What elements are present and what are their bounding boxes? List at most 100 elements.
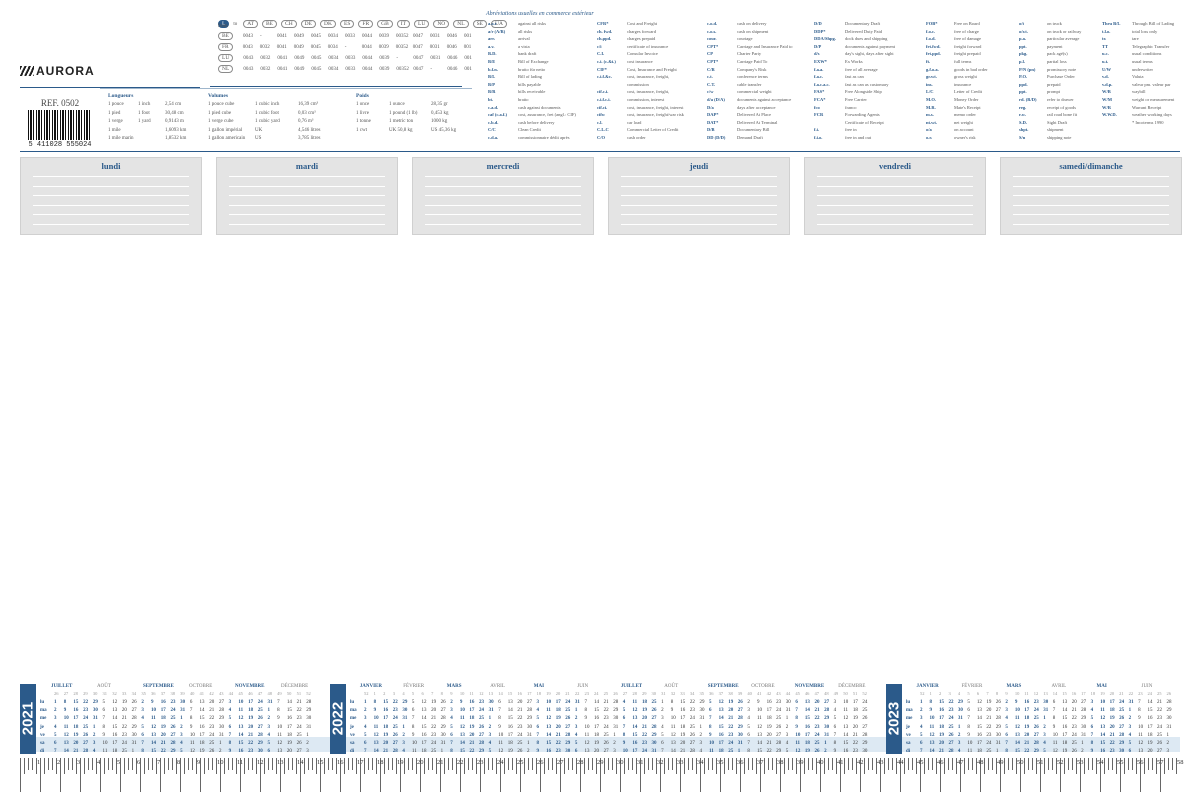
calendar-day: 28	[306, 700, 312, 705]
calendar-day: 20	[209, 700, 215, 705]
abbr-meaning: commission, interest	[627, 96, 664, 104]
week-number: 52	[306, 691, 311, 696]
calendar-day: 26	[440, 700, 446, 705]
ruler-tick	[224, 758, 225, 774]
calendar-day: 16	[938, 708, 944, 714]
calendar-day: 8	[536, 741, 540, 746]
ruler-tick	[932, 758, 933, 770]
ruler-tick	[236, 758, 237, 774]
calendar-day: 10	[151, 708, 157, 714]
country-row: BE 0043-0041 0049 0045 0034 0033 0044 0039 00352…	[218, 32, 481, 40]
ruler-tick	[908, 758, 909, 770]
country-chip: UA	[491, 20, 507, 28]
abbr-meaning: Free Carrier	[845, 96, 867, 104]
abbr-definition: Warrant Receipt	[1132, 104, 1162, 110]
calendar-day: 25	[392, 724, 398, 730]
abbr-meaning: payment	[1047, 43, 1063, 51]
month-label: JUIN	[577, 684, 589, 689]
ruler-number: 17	[357, 759, 364, 766]
ruler-number: 47	[957, 759, 964, 766]
country-code-value: 0044	[362, 56, 373, 61]
abbr-code: tr.	[1102, 35, 1106, 43]
ruler-tick	[192, 758, 193, 770]
country-code-value: 0031	[430, 56, 441, 61]
calendar-day: 6	[967, 708, 970, 714]
calendar-day: 27	[689, 741, 695, 746]
abbr-code: FCA*	[814, 96, 826, 104]
week-number: 48	[824, 691, 829, 696]
abbr-meaning: certificate of insurance	[627, 43, 668, 51]
abbr-meaning: free of damage	[954, 35, 981, 43]
calendar-day: 21	[814, 708, 820, 714]
calendar-day: 14	[718, 716, 724, 722]
abbr-term: c.a.d.	[488, 104, 499, 110]
calendar-day: 16	[976, 732, 982, 738]
abbr-meaning: Forwarding Agents	[845, 111, 880, 119]
ruler-tick	[756, 758, 757, 774]
abbr-term: C.T.	[707, 81, 716, 87]
abbr-definition: certificate of insurance	[627, 43, 669, 49]
calendar-day: 27	[1157, 749, 1163, 755]
calendar-day: 9	[498, 724, 501, 730]
abbr-meaning: prepaid	[1047, 81, 1061, 89]
abbr-term: U/W	[1102, 66, 1111, 72]
calendar-day: 11	[795, 741, 801, 746]
ruler-tick	[1048, 758, 1049, 770]
calendar-day: 26	[862, 716, 868, 722]
abbr-term: c/i	[597, 43, 602, 49]
abbr-meaning: Charter Party	[737, 50, 761, 58]
weekday-label: je	[350, 724, 354, 730]
calendar-day: 27	[257, 724, 263, 730]
ruler-tick	[308, 758, 309, 770]
calendar-day: 12	[1014, 724, 1020, 730]
calendar-day: 27	[603, 749, 609, 755]
abbr-code: FAS*	[814, 88, 824, 96]
calendar-day: 6	[1052, 700, 1056, 705]
calendar-day: 4	[536, 708, 540, 714]
calendar-day: 17	[852, 700, 858, 705]
week-number: 19	[1100, 691, 1105, 696]
calendar-day: 18	[641, 700, 647, 705]
abbr-term: rd. (R/D)	[1019, 97, 1037, 102]
abbr-term: frt.ppd.	[926, 51, 941, 57]
calendar-day: 11	[151, 716, 156, 722]
calendar-day: 21	[641, 724, 647, 730]
calendar-day: 3	[833, 700, 837, 705]
calendar-day: 30	[180, 700, 186, 705]
country-row: FR 0043 0032 0041 0049 0045 0034-0044 0039 00352…	[218, 43, 481, 51]
calendar-day: 17	[73, 716, 79, 722]
year-bar: 2022	[330, 684, 347, 754]
calendar-day: 8	[277, 708, 280, 714]
ruler-tick	[612, 758, 613, 770]
calendar-day: 31	[699, 716, 705, 722]
abbr-meaning: Delivered Duty Paid	[845, 28, 882, 36]
abbr-code: D/P	[814, 43, 821, 51]
calendar-day: 3	[92, 741, 96, 746]
country-code-value: 0031	[429, 45, 440, 50]
abbr-term: W/R	[1102, 104, 1111, 110]
calendar-day: 31	[785, 708, 791, 714]
calendar-day: 17	[680, 716, 686, 722]
country-code-value: 0046	[446, 45, 457, 50]
calendar-day: 7	[709, 716, 712, 722]
abbr-meaning: brutto für netto	[518, 66, 545, 74]
calendar-day: 31	[1043, 708, 1049, 714]
ruler-tick	[320, 758, 321, 792]
week-number: 29	[83, 691, 88, 696]
ruler-tick	[540, 758, 541, 792]
ruler-tick	[104, 758, 105, 774]
calendar-day: 20	[555, 724, 561, 730]
ruler-number: 13	[277, 759, 284, 766]
ruler-tick	[1004, 758, 1005, 774]
ruler-tick	[176, 758, 177, 774]
abbr-code: S.D.	[1019, 119, 1027, 127]
abbr-definition: cost, insurance, freight, interest	[627, 104, 684, 110]
calendar-day: 6	[267, 749, 270, 755]
calendar-day: 25	[170, 716, 176, 722]
calendar-day: 7	[661, 749, 664, 755]
abbr-term: c.b.d.	[488, 119, 499, 125]
calendar-day: 23	[170, 700, 176, 705]
abbr-definition: Carriage Paid To	[737, 59, 768, 64]
calendar-day: 17	[421, 741, 427, 746]
abbr-term: bt.	[488, 97, 494, 102]
